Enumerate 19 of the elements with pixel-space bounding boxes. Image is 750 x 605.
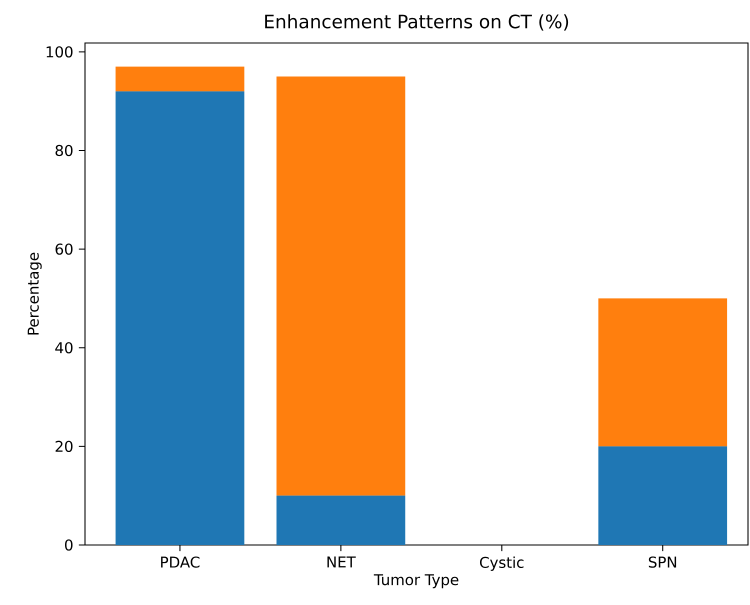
bar <box>116 91 244 545</box>
y-tick-label: 0 <box>65 539 73 551</box>
bar <box>276 76 406 496</box>
y-tick-label: 80 <box>56 144 73 156</box>
bar <box>116 66 244 92</box>
bar <box>276 496 406 545</box>
y-tick-label: 40 <box>55 342 73 354</box>
y-tick-label: 20 <box>56 440 73 452</box>
x-tick-label: NET <box>327 556 356 568</box>
y-tick-label: 100 <box>46 46 73 58</box>
x-tick-label: Cystic <box>480 556 524 571</box>
x-axis-title: Tumor Type <box>374 574 458 588</box>
x-tick-label: PDAC <box>161 556 200 568</box>
chart-title: Enhancement Patterns on CT (%) <box>265 14 568 31</box>
bar <box>598 446 728 545</box>
y-tick-label: 60 <box>56 243 73 255</box>
y-axis-title: Percentage <box>28 252 42 335</box>
x-tick-label: SPN <box>648 556 676 568</box>
bar <box>598 298 728 446</box>
